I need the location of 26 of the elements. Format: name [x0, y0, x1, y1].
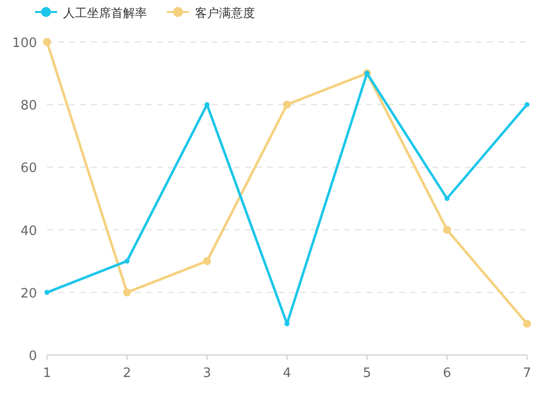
x-tick-label: 7	[522, 366, 532, 381]
y-tick-label: 40	[20, 224, 37, 239]
point	[443, 226, 451, 234]
y-tick-label: 0	[28, 349, 37, 364]
x-tick-label: 3	[202, 366, 212, 381]
point	[123, 288, 131, 296]
y-tick-label: 60	[20, 161, 37, 176]
point	[203, 257, 211, 266]
point	[524, 102, 530, 108]
legend-label: 客户满意度	[195, 6, 255, 20]
legend-label: 人工坐席首解率	[63, 6, 147, 20]
point	[43, 38, 51, 46]
x-tick-label: 1	[42, 366, 52, 381]
x-tick-label: 6	[442, 366, 452, 381]
point	[124, 258, 130, 264]
point	[523, 320, 531, 328]
point	[284, 321, 290, 326]
y-tick-label: 100	[12, 36, 37, 51]
y-tick-label: 20	[20, 286, 37, 302]
x-tick-label: 2	[122, 366, 132, 381]
point	[444, 196, 450, 201]
point	[283, 100, 291, 109]
x-tick-label: 4	[282, 366, 292, 381]
x-tick-label: 5	[362, 366, 372, 381]
point	[44, 290, 50, 295]
y-tick-label: 80	[20, 98, 37, 114]
